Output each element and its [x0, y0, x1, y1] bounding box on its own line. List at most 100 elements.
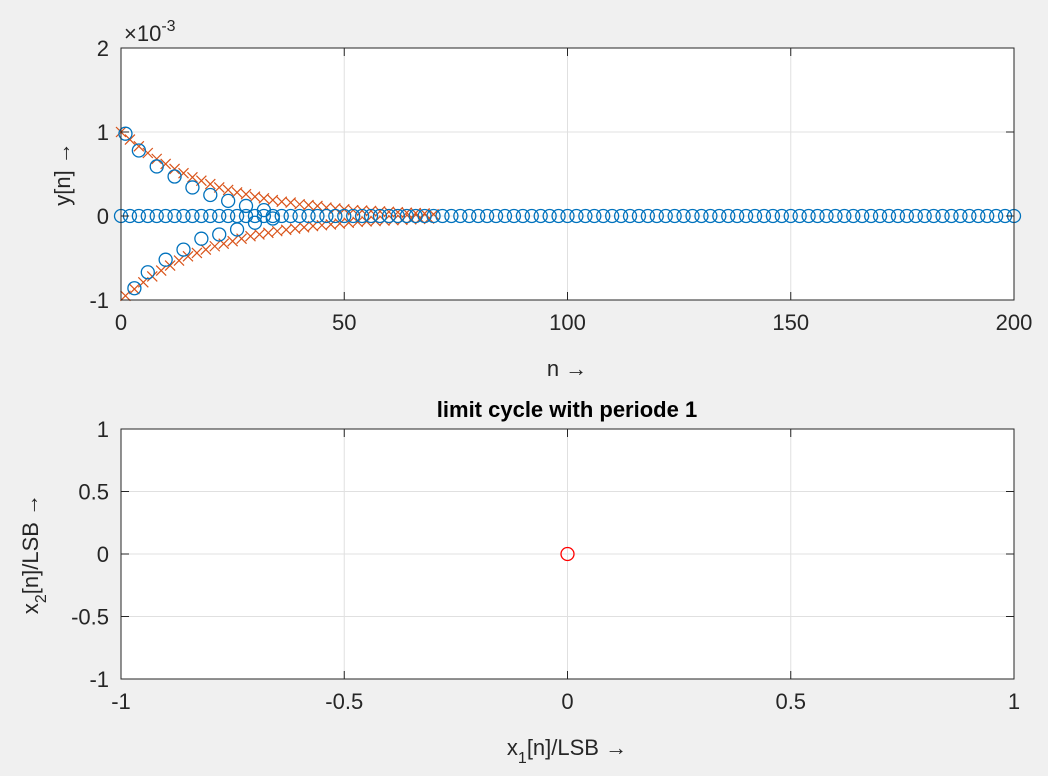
data-point-o	[256, 202, 272, 218]
data-point-x	[245, 230, 256, 242]
data-point-o	[640, 208, 656, 224]
data-point-o	[944, 208, 959, 224]
data-point-o	[962, 208, 977, 224]
data-point-o	[372, 208, 388, 224]
data-point-o	[506, 208, 522, 224]
data-point-x	[276, 196, 288, 208]
data-point-o	[337, 208, 352, 224]
data-point-o	[578, 208, 593, 224]
x-tick-label: -0.5	[325, 689, 363, 714]
data-point-o	[658, 208, 673, 224]
data-point-o	[694, 208, 709, 224]
data-point-o	[676, 208, 691, 224]
data-point-x	[173, 255, 185, 266]
data-point-x	[164, 260, 176, 271]
data-point-x	[178, 167, 189, 179]
data-point-o	[971, 208, 986, 224]
data-point-o	[810, 208, 825, 224]
data-point-o	[524, 208, 539, 224]
data-point-o	[926, 208, 941, 224]
data-point-o	[149, 208, 164, 224]
data-point-o	[721, 208, 736, 224]
data-point-o	[622, 208, 638, 224]
data-point-o	[560, 546, 575, 562]
bottom-axes-grid	[121, 429, 1014, 679]
data-point-o	[212, 227, 227, 242]
data-point-o	[756, 208, 772, 224]
data-point-o	[381, 208, 397, 224]
data-point-o	[203, 187, 218, 203]
data-point-o	[551, 208, 566, 224]
data-point-o	[712, 208, 727, 224]
data-point-o	[221, 193, 236, 209]
data-point-o	[319, 208, 334, 224]
data-point-x	[262, 227, 274, 239]
data-point-o	[988, 208, 1004, 224]
data-point-o	[587, 208, 602, 224]
data-point-o	[127, 281, 142, 296]
data-point-o	[390, 208, 405, 224]
data-point-o	[855, 208, 870, 224]
data-point-o	[346, 208, 361, 224]
data-point-o	[185, 180, 200, 195]
data-point-o	[890, 208, 906, 224]
y-tick-label: 1	[97, 417, 109, 442]
data-point-x	[271, 225, 283, 237]
x-tick-label: 200	[996, 310, 1033, 335]
data-point-o	[238, 198, 254, 214]
data-point-x	[253, 229, 265, 240]
data-point-o	[435, 208, 450, 224]
data-point-o	[631, 208, 647, 224]
y-tick-label: 1	[97, 120, 109, 145]
data-point-o	[417, 208, 432, 224]
data-point-x	[294, 198, 306, 210]
data-point-o	[354, 208, 370, 224]
data-point-x	[280, 224, 292, 236]
data-point-o	[426, 208, 441, 224]
data-point-o	[479, 208, 495, 224]
data-point-x	[401, 207, 413, 219]
data-point-x	[169, 163, 181, 175]
data-point-o	[176, 242, 191, 257]
data-point-x	[343, 217, 355, 229]
data-point-o	[185, 208, 200, 224]
data-point-o	[274, 208, 289, 224]
y-tick-label: 0.5	[78, 480, 109, 505]
data-point-x	[155, 265, 167, 277]
data-point-o	[783, 208, 798, 224]
data-point-x	[209, 240, 221, 252]
data-point-o	[194, 231, 209, 246]
data-point-x	[133, 140, 145, 152]
data-point-o	[310, 208, 325, 224]
data-point-x	[383, 206, 395, 218]
data-point-o	[221, 208, 236, 224]
y-tick-label: 2	[97, 36, 109, 61]
data-point-o	[399, 208, 414, 224]
data-point-x	[182, 250, 194, 262]
data-point-o	[774, 208, 789, 224]
data-point-o	[283, 208, 298, 224]
top-x-axis-label: n →	[547, 356, 587, 381]
data-point-o	[158, 208, 173, 224]
x-tick-label: 100	[549, 310, 586, 335]
data-point-x	[392, 206, 404, 218]
data-point-o	[881, 208, 897, 224]
data-point-o	[819, 208, 834, 224]
x-tick-label: 0	[561, 689, 573, 714]
data-point-o	[747, 208, 763, 224]
data-point-o	[828, 208, 843, 224]
data-point-x	[267, 194, 279, 206]
y-tick-label: 0	[97, 204, 109, 229]
data-point-x	[334, 218, 346, 229]
y-tick-label: -1	[89, 288, 109, 313]
data-point-o	[792, 208, 807, 224]
data-point-o	[765, 208, 781, 224]
data-point-o	[167, 169, 182, 184]
data-point-o	[301, 208, 316, 224]
data-point-o	[140, 208, 155, 224]
data-point-o	[685, 208, 700, 224]
data-point-x	[142, 147, 154, 159]
data-point-x	[128, 283, 140, 295]
y-tick-label: -0.5	[71, 605, 109, 630]
data-point-o	[613, 208, 629, 224]
